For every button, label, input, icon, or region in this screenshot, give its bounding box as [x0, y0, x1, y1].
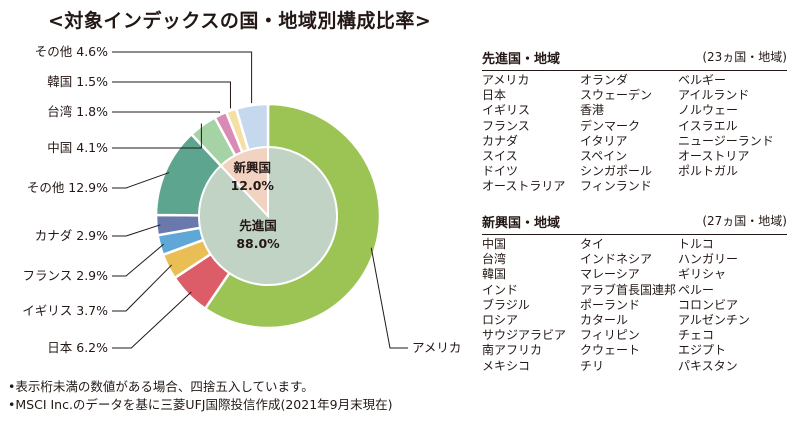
country-name: チリ [580, 358, 605, 373]
country-name: オランダ [580, 73, 629, 87]
leader-line [112, 111, 221, 113]
leader-line [370, 247, 408, 349]
country-name: アイルランド [678, 88, 750, 103]
emerging-heading: 新興国・地域 [482, 216, 561, 231]
country-name: 中国 [482, 237, 507, 251]
country-name: 南アフリカ [482, 343, 543, 358]
emerging-column: タイ インドネシア マレーシア アラブ首長国連邦 ポーランド カタール フィリピン クウェート… [580, 237, 678, 374]
footnote: •表示桁未満の数値がある場合、四捨五入しています。 [8, 379, 314, 394]
country-name: パキスタン [678, 358, 738, 373]
country-name: 韓国 [482, 267, 507, 282]
country-name: チェコ [678, 328, 715, 343]
country-name: 日本 [482, 88, 507, 103]
leader-line [112, 123, 202, 149]
country-name: ロシア [482, 313, 519, 328]
country-name: カナダ [482, 133, 519, 148]
country-name: ブラジル [482, 297, 530, 312]
developed-panel: 先進国・地域 (23ヵ国・地域) アメリカ 日本 イギリス フランス カナダ スイス ドイツ… [482, 48, 787, 195]
inner-slice-value: 12.0% [231, 178, 275, 193]
country-name: コロンビア [678, 297, 739, 312]
slice-label: カナダ 2.9% [35, 228, 108, 243]
developed-heading: 先進国・地域 [482, 52, 561, 67]
country-name: タイ [580, 237, 605, 251]
developed-count: (23ヵ国・地域) [702, 50, 787, 64]
country-name: アラブ首長国連邦 [580, 282, 677, 297]
country-name: ベルギー [678, 73, 727, 87]
country-name: クウェート [580, 343, 641, 358]
emerging-count: (27ヵ国・地域) [702, 214, 787, 228]
country-name: デンマーク [580, 118, 641, 133]
slice-label: 日本 6.2% [47, 340, 108, 355]
country-name: イスラエル [678, 118, 738, 133]
country-name: ポルトガル [678, 164, 739, 179]
country-name: メキシコ [482, 358, 531, 373]
country-name: ノルウェー [678, 103, 739, 118]
country-name: マレーシア [580, 267, 640, 282]
slice-label: イギリス 3.7% [22, 303, 108, 318]
footnotes: •表示桁未満の数値がある場合、四捨五入しています。 •MSCI Inc.のデータ… [8, 378, 392, 414]
leader-line [112, 81, 231, 109]
country-name: スペイン [580, 149, 628, 164]
developed-country-list: アメリカ 日本 イギリス フランス カナダ スイス ドイツ オーストラリア オランダ スウェーデン… [482, 71, 787, 195]
country-name: ギリシャ [678, 267, 727, 282]
inner-slice-value: 88.0% [236, 236, 280, 251]
developed-column: アメリカ 日本 イギリス フランス カナダ スイス ドイツ オーストラリア [482, 73, 580, 195]
country-name: ハンガリー [678, 252, 739, 267]
footnote: •MSCI Inc.のデータを基に三菱UFJ国際投信作成(2021年9月末現在) [8, 397, 393, 412]
slice-label: フランス 2.9% [23, 268, 109, 283]
emerging-column: トルコ ハンガリー ギリシャ ペルー コロンビア アルゼンチン チェコ エジプト パキスタン [678, 237, 776, 374]
country-name: 台湾 [482, 252, 507, 267]
slice-label: 台湾 1.8% [47, 104, 108, 119]
slice-label: 中国 4.1% [47, 140, 108, 155]
leader-line [112, 291, 192, 349]
country-name: イタリア [580, 133, 628, 148]
country-name: ニュージーランド [678, 133, 774, 148]
leader-line [112, 224, 161, 237]
country-name: カタール [580, 313, 629, 328]
country-name: スウェーデン [580, 88, 653, 103]
country-name: インドネシア [580, 252, 653, 267]
country-name: ドイツ [482, 164, 519, 179]
country-name: ポーランド [580, 297, 641, 312]
country-name: ペルー [678, 282, 715, 297]
chart-title: <対象インデックスの国・地域別構成比率> [48, 10, 432, 32]
leader-line [112, 51, 253, 104]
slice-label: その他 4.6% [35, 44, 108, 59]
emerging-panel: 新興国・地域 (27ヵ国・地域) 中国 台湾 韓国 インド ブラジル ロシア サウジアラビア… [482, 212, 787, 374]
developed-column: オランダ スウェーデン 香港 デンマーク イタリア スペイン シンガポール フィンランド [580, 73, 678, 195]
inner-slice-label: 新興国 [233, 160, 271, 175]
country-name: サウジアラビア [482, 328, 567, 343]
inner-pie-slice [219, 145, 269, 219]
country-name: フィリピン [580, 328, 640, 343]
country-name: トルコ [678, 237, 714, 251]
emerging-column: 中国 台湾 韓国 インド ブラジル ロシア サウジアラビア 南アフリカ メキシコ [482, 237, 580, 374]
emerging-country-list: 中国 台湾 韓国 インド ブラジル ロシア サウジアラビア 南アフリカ メキシコ タイ インドネシア… [482, 235, 787, 374]
slice-label: アメリカ 59.6% [412, 340, 460, 355]
inner-slice-label: 先進国 [239, 218, 277, 233]
country-name: イギリス [482, 103, 531, 118]
leader-line [112, 264, 173, 312]
slice-label: その他 12.9% [27, 180, 108, 195]
country-name: オーストリア [678, 149, 750, 164]
country-name: シンガポール [580, 164, 653, 179]
country-name: フィンランド [580, 179, 652, 194]
country-name: フランス [482, 118, 530, 133]
country-name: インド [482, 282, 519, 297]
country-name: 香港 [580, 103, 605, 118]
country-name: オーストラリア [482, 179, 566, 194]
country-name: アメリカ [482, 73, 530, 87]
pie-chart: アメリカ 59.6% 日本 6.2% イギリス 3.7% フランス 2.9% カナダ 2… [22, 44, 460, 355]
country-name: アルゼンチン [678, 313, 750, 328]
country-name: スイス [482, 149, 518, 164]
country-name: エジプト [678, 343, 727, 358]
leader-line [112, 243, 165, 277]
developed-column: ベルギー アイルランド ノルウェー イスラエル ニュージーランド オーストリア ポルトガル [678, 73, 776, 195]
slice-label: 韓国 1.5% [47, 74, 108, 89]
leader-line [112, 172, 170, 189]
